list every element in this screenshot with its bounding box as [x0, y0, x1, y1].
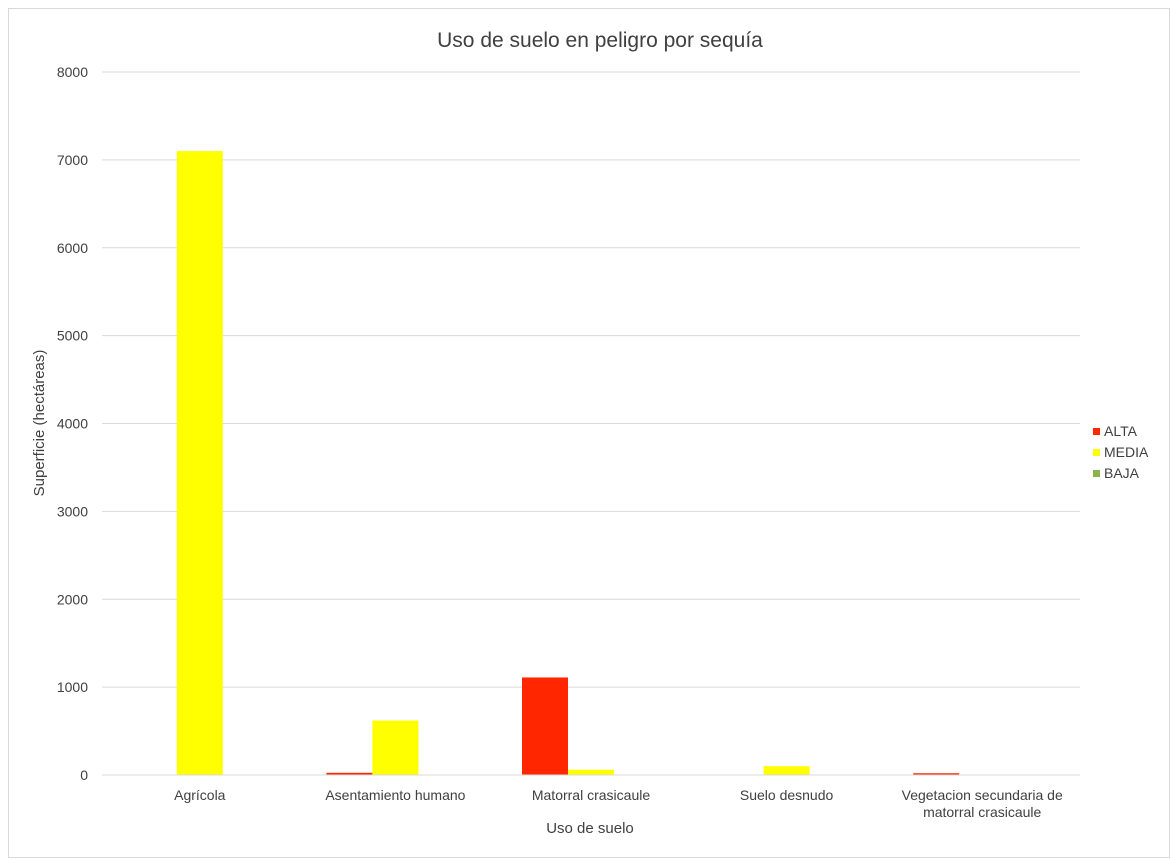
legend-swatch: [1093, 428, 1100, 435]
y-tick-label: 6000: [57, 240, 88, 256]
legend-label: ALTA: [1104, 423, 1138, 439]
x-tick-label: Agrícola: [174, 787, 226, 803]
y-axis-title: Superficie (hectáreas): [31, 350, 48, 497]
x-tick-label: Vegetacion secundaria de: [902, 787, 1063, 803]
legend: ALTA MEDIA BAJA: [1093, 423, 1149, 481]
bar-alta: [913, 773, 960, 775]
y-tick-label: 3000: [57, 503, 88, 519]
x-tick-label: matorral crasicaule: [923, 804, 1041, 820]
bar-alta: [522, 677, 568, 775]
y-tick-label: 2000: [57, 591, 88, 607]
x-axis-ticks: Agrícola Asentamiento humano Matorral cras…: [174, 787, 1063, 820]
y-tick-label: 5000: [57, 328, 88, 344]
x-tick-label: Suelo desnudo: [740, 787, 834, 803]
x-tick-label: Asentamiento humano: [325, 787, 465, 803]
bar-media: [568, 769, 614, 775]
x-axis-title: Uso de suelo: [546, 820, 634, 837]
y-tick-label: 1000: [57, 679, 88, 695]
legend-label: BAJA: [1104, 465, 1140, 481]
y-axis-ticks: 0 1000 2000 3000 4000 5000 6000 7000 8000: [57, 64, 88, 783]
legend-label: MEDIA: [1104, 444, 1149, 460]
legend-swatch: [1093, 449, 1100, 456]
x-tick-label: Matorral crasicaule: [532, 787, 650, 803]
y-tick-label: 4000: [57, 416, 88, 432]
y-tick-label: 7000: [57, 152, 88, 168]
bars: [176, 151, 960, 775]
bar-alta: [326, 772, 373, 775]
chart-title: Uso de suelo en peligro por sequía: [437, 29, 763, 52]
gridlines: [102, 71, 1080, 688]
y-tick-label: 0: [80, 767, 88, 783]
bar-media: [176, 151, 223, 775]
y-tick-label: 8000: [57, 64, 88, 80]
bar-media: [763, 766, 810, 775]
bar-media: [372, 720, 419, 775]
legend-swatch: [1093, 470, 1100, 477]
